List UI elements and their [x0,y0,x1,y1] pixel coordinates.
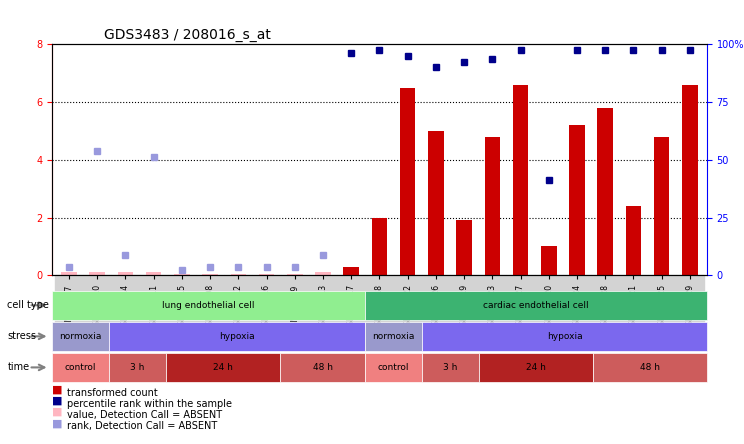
Text: 24 h: 24 h [526,363,546,372]
Bar [394,275,422,345]
Bar [168,275,196,345]
Text: 3 h: 3 h [443,363,458,372]
Bar [174,274,190,275]
Text: percentile rank within the sample: percentile rank within the sample [67,399,232,409]
Text: stress: stress [7,331,36,341]
Text: 3 h: 3 h [130,363,144,372]
Text: transformed count: transformed count [67,388,158,398]
Bar [337,275,365,345]
Text: 48 h: 48 h [312,363,333,372]
Text: normoxia: normoxia [60,332,102,341]
Text: rank, Detection Call = ABSENT: rank, Detection Call = ABSENT [67,421,217,431]
Bar [400,88,415,275]
Bar [309,275,337,345]
Bar [569,125,585,275]
Bar [280,275,309,345]
Text: hypoxia: hypoxia [547,332,583,341]
Text: 48 h: 48 h [640,363,660,372]
Text: ■: ■ [52,418,62,428]
Text: control: control [378,363,409,372]
Bar [372,218,387,275]
Text: ■: ■ [52,385,62,395]
Bar [619,275,647,345]
Bar [591,275,619,345]
Bar [112,275,140,345]
Bar [231,274,246,275]
Bar [484,137,500,275]
Text: control: control [65,363,96,372]
Bar [202,274,218,275]
Text: 24 h: 24 h [213,363,233,372]
Bar [513,85,528,275]
Bar [224,275,252,345]
Text: cardiac endothelial cell: cardiac endothelial cell [483,301,589,310]
Bar [597,108,613,275]
Bar [456,221,472,275]
Text: ■: ■ [52,407,62,417]
Bar [647,275,676,345]
Bar [259,274,275,275]
Bar [55,275,83,345]
Bar [83,275,112,345]
Bar [196,275,224,345]
Bar [450,275,478,345]
Text: normoxia: normoxia [373,332,415,341]
Bar [89,273,105,275]
Bar [252,275,280,345]
Bar [146,273,161,275]
Bar [682,85,698,275]
Bar [541,246,557,275]
Text: GDS3483 / 208016_s_at: GDS3483 / 208016_s_at [104,28,272,42]
Bar [535,275,563,345]
Bar [140,275,168,345]
Bar [654,137,670,275]
Bar [315,273,331,275]
Bar [626,206,641,275]
Text: hypoxia: hypoxia [219,332,255,341]
Bar [428,131,443,275]
Text: time: time [7,362,30,373]
Bar [507,275,535,345]
Bar [676,275,704,345]
Bar [365,275,394,345]
Bar [61,273,77,275]
Bar [422,275,450,345]
Bar [287,274,303,275]
Text: cell type: cell type [7,300,49,310]
Text: value, Detection Call = ABSENT: value, Detection Call = ABSENT [67,410,222,420]
Text: lung endothelial cell: lung endothelial cell [162,301,255,310]
Bar [563,275,591,345]
Bar [118,273,133,275]
Text: ■: ■ [52,396,62,406]
Bar [478,275,507,345]
Bar [344,266,359,275]
